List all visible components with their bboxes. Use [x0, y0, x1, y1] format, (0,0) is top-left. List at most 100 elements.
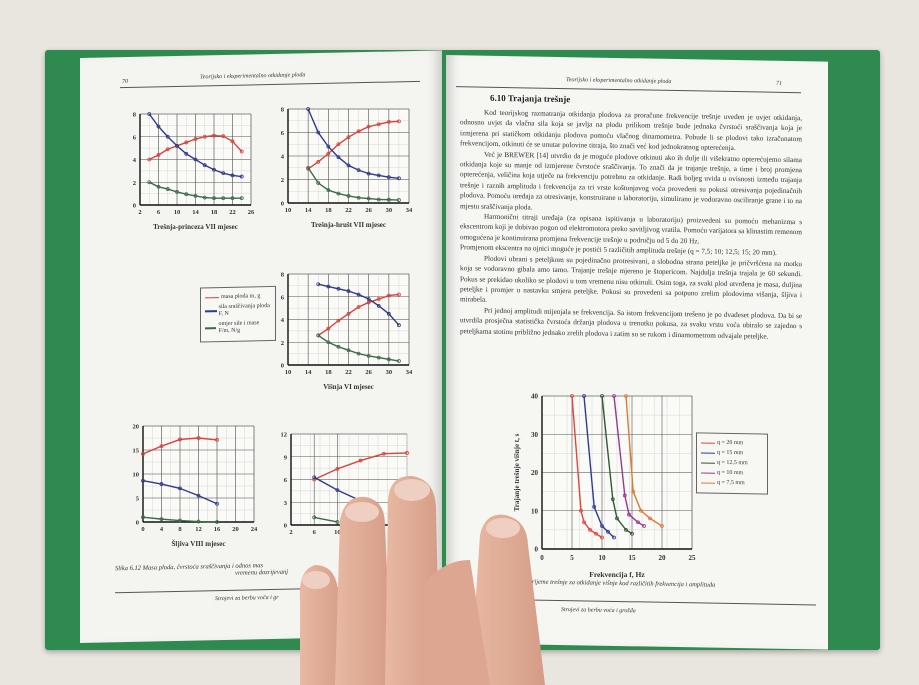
data-point [631, 489, 636, 494]
y-tick-label: 5 [136, 496, 140, 503]
data-point [336, 155, 341, 160]
series-line [307, 167, 399, 201]
y-tick-label: 4 [133, 157, 137, 164]
series-line [318, 283, 400, 326]
x-tick-label: 14 [192, 209, 199, 216]
data-point [356, 305, 361, 309]
data-point [221, 171, 226, 176]
data-point [239, 196, 244, 201]
data-point [642, 524, 646, 528]
y-tick-label: 0 [281, 201, 284, 208]
y-tick-label: 30 [531, 431, 539, 439]
y-tick-label: 2 [133, 180, 136, 187]
series-line [317, 293, 399, 337]
data-point [622, 493, 627, 498]
x-tick-label: 2 [289, 529, 292, 536]
y-tick-label: 0 [133, 203, 136, 210]
data-point [326, 151, 331, 156]
data-point [147, 112, 152, 116]
x-tick-label: 20 [659, 554, 667, 562]
series-line [148, 134, 243, 161]
chart-title: Trešnja-princeza VII mjesec [153, 223, 238, 231]
data-point [639, 508, 643, 513]
x-tick-label: 14 [305, 207, 312, 214]
data-point [366, 297, 371, 301]
data-point [366, 196, 371, 201]
data-point [386, 293, 391, 298]
data-point [366, 124, 371, 129]
x-tick-label: 5 [570, 554, 574, 562]
data-point [366, 300, 371, 305]
data-point [196, 519, 201, 524]
chart-title: Šljiva VIII mjesec [172, 540, 226, 548]
data-point [386, 311, 391, 316]
data-point [594, 531, 598, 536]
y-tick-label: 3 [284, 500, 288, 507]
data-point [178, 437, 182, 442]
data-point [660, 524, 664, 528]
data-point [335, 466, 340, 471]
data-point [156, 184, 161, 189]
data-point [397, 198, 401, 202]
data-point [386, 357, 391, 362]
data-point [356, 195, 361, 200]
data-point [212, 167, 216, 172]
data-point [346, 163, 351, 168]
x-tick-label: 30 [386, 207, 393, 214]
series-line [148, 113, 242, 178]
y-tick-label: 0 [281, 363, 284, 370]
data-point [306, 107, 311, 111]
data-point [212, 133, 216, 138]
y-tick-label: 8 [133, 112, 137, 119]
x-tick-label: 18 [325, 207, 332, 214]
data-point [316, 130, 321, 135]
data-point [316, 181, 321, 185]
data-point [159, 517, 164, 522]
x-tick-label: 18 [325, 369, 332, 376]
data-point [196, 493, 201, 498]
y-tick-label: 0 [136, 520, 139, 527]
series-line [142, 480, 218, 505]
series-line [314, 516, 338, 523]
data-point [366, 171, 371, 176]
data-point [156, 124, 161, 129]
data-point [600, 394, 604, 398]
x-tick-label: 22 [345, 207, 352, 214]
data-point [184, 140, 189, 145]
x-tick-label: 26 [365, 207, 372, 214]
y-tick-label: 6 [281, 294, 285, 301]
data-point [397, 323, 401, 328]
data-point [346, 348, 351, 353]
y-tick-label: 9 [284, 454, 288, 461]
data-point [326, 340, 331, 345]
data-point [381, 451, 386, 456]
data-point [159, 444, 164, 449]
data-point [346, 194, 351, 198]
data-point [592, 505, 597, 509]
y-tick-label: 10 [531, 507, 539, 515]
data-point [405, 451, 409, 455]
data-point [193, 157, 198, 162]
x-tick-label: 22 [345, 369, 352, 376]
data-point [356, 168, 361, 172]
y-tick-label: 12 [281, 432, 288, 439]
data-point [312, 515, 317, 520]
series-line [313, 452, 408, 481]
data-point [326, 284, 331, 289]
data-point [376, 197, 381, 202]
x-tick-label: 26 [365, 369, 372, 376]
data-point [397, 359, 401, 363]
y-tick-label: 0 [284, 523, 287, 530]
data-point [336, 142, 341, 147]
chart-svg: 10 14 18 22 26 30 34 0 2 4 6 8 Trešnja-hrušt VII mje… [281, 107, 413, 230]
data-point [239, 149, 244, 154]
series-line [307, 120, 399, 170]
y-tick-label: 2 [281, 340, 284, 347]
data-point [178, 518, 182, 523]
x-tick-label: 10 [174, 209, 181, 216]
x-tick-label: 10 [285, 207, 292, 214]
data-point [141, 451, 145, 456]
data-point [193, 194, 198, 198]
series-line [142, 437, 218, 455]
data-point [221, 196, 226, 201]
